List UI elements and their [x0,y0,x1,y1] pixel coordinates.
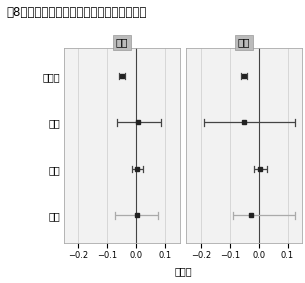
Text: 推定値: 推定値 [174,267,192,276]
Title: 女性: 女性 [116,37,128,47]
Title: 男性: 男性 [238,37,250,47]
Text: 図8　主観的健康（結果変数）と介護の関連: 図8 主観的健康（結果変数）と介護の関連 [6,6,146,19]
